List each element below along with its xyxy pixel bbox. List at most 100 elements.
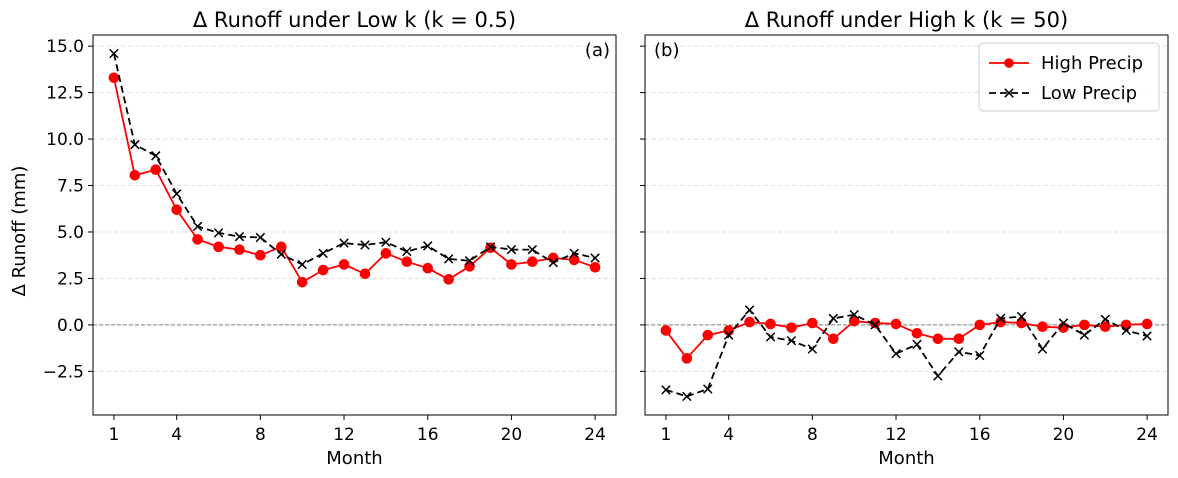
data-point-low-precip <box>1121 325 1131 336</box>
data-point-high-precip <box>401 256 413 267</box>
data-point-high-precip <box>317 264 329 276</box>
data-point-high-precip <box>150 164 162 176</box>
data-point-high-precip <box>422 262 434 274</box>
data-point-high-precip <box>234 244 245 255</box>
data-point-low-precip <box>828 313 839 324</box>
axes-frame <box>644 34 1169 416</box>
x-axis-label: Month <box>878 448 934 469</box>
x-tick-label: 4 <box>723 425 734 445</box>
data-point-high-precip <box>848 315 860 327</box>
data-point-high-precip <box>974 319 986 331</box>
data-point-low-precip <box>422 241 433 251</box>
x-tick-label: 24 <box>584 425 606 445</box>
data-point-high-precip <box>380 248 392 259</box>
x-tick-label: 16 <box>417 425 439 445</box>
data-point-high-precip <box>765 318 776 330</box>
data-point-low-precip <box>744 305 755 315</box>
data-point-low-precip <box>443 254 454 264</box>
data-point-low-precip <box>171 189 182 199</box>
data-point-high-precip <box>911 327 923 339</box>
data-point-low-precip <box>297 259 307 270</box>
data-point-high-precip <box>171 204 182 215</box>
data-point-high-precip <box>681 353 693 364</box>
data-point-high-precip <box>129 169 141 181</box>
series-line-high-precip <box>665 320 1148 360</box>
data-point-low-precip <box>255 232 266 243</box>
data-point-low-precip <box>548 257 558 268</box>
data-point-low-precip <box>318 248 328 259</box>
data-point-low-precip <box>130 139 140 150</box>
y-tick-label: 5.0 <box>57 223 84 243</box>
data-point-low-precip <box>1016 311 1027 322</box>
x-tick-label: 4 <box>171 425 182 445</box>
data-point-low-precip <box>527 244 538 255</box>
panel-label: (b) <box>654 40 679 61</box>
data-point-low-precip <box>1142 331 1152 341</box>
data-point-low-precip <box>786 335 797 346</box>
data-point-low-precip <box>870 320 880 330</box>
data-point-low-precip <box>485 242 496 252</box>
x-tick-label: 8 <box>255 425 266 445</box>
data-point-high-precip <box>1079 319 1090 331</box>
y-tick-label: 0.0 <box>57 316 84 336</box>
data-point-low-precip <box>849 309 859 320</box>
data-point-high-precip <box>744 316 755 328</box>
data-point-high-precip <box>827 333 839 345</box>
data-point-low-precip <box>151 151 161 161</box>
chart-title: Δ Runoff under Low k (k = 0.5) <box>193 8 516 32</box>
data-point-low-precip <box>1079 330 1090 340</box>
x-tick-label: 8 <box>807 425 818 445</box>
data-point-high-precip <box>192 234 203 245</box>
y-tick-label: 2.5 <box>57 269 84 289</box>
data-point-high-precip <box>296 276 308 288</box>
data-point-high-precip <box>506 259 517 270</box>
data-point-low-precip <box>682 391 692 402</box>
data-point-low-precip <box>234 231 245 242</box>
legend-label: Low Precip <box>1041 83 1137 104</box>
chart-title: Δ Runoff under High k (k = 50) <box>745 8 1068 32</box>
legend-box <box>978 42 1160 112</box>
y-tick-label: 12.5 <box>46 84 84 104</box>
data-point-high-precip <box>1141 318 1153 330</box>
data-point-low-precip <box>912 339 922 350</box>
data-point-high-precip <box>527 256 538 267</box>
y-tick-label: 15.0 <box>46 37 84 57</box>
data-point-low-precip <box>1037 344 1048 354</box>
panel-a: 1 4 8 12 16 20 24 −2.5 0.0 2.5 5.0 7.5 10.0 12.5 15.0 Δ… <box>43 8 617 469</box>
x-tick-label: 20 <box>1053 425 1075 445</box>
data-point-low-precip <box>703 384 713 394</box>
data-point-high-precip <box>338 259 350 270</box>
data-point-high-precip <box>932 333 944 345</box>
series-line-low-precip <box>113 53 596 266</box>
data-point-low-precip <box>1058 318 1069 328</box>
data-point-low-precip <box>765 332 776 342</box>
y-tick-label: −2.5 <box>43 362 84 382</box>
x-tick-label: 16 <box>969 425 991 445</box>
x-tick-label: 12 <box>885 425 907 445</box>
data-point-low-precip <box>109 48 119 59</box>
legend-label: High Precip <box>1041 53 1143 74</box>
data-point-low-precip <box>360 240 370 250</box>
data-point-low-precip <box>954 347 964 357</box>
data-point-high-precip <box>359 268 371 280</box>
series-line-low-precip <box>665 309 1148 398</box>
panel-label: (a) <box>585 40 610 61</box>
data-point-low-precip <box>276 249 287 259</box>
axes-frame <box>92 34 617 416</box>
x-axis-label: Month <box>326 448 382 469</box>
legend-marker-circle <box>1004 58 1014 68</box>
data-point-high-precip <box>702 329 714 341</box>
data-point-low-precip <box>1100 314 1110 325</box>
data-point-high-precip <box>786 322 797 333</box>
data-point-high-precip <box>464 261 475 272</box>
data-point-low-precip <box>339 238 349 248</box>
data-point-low-precip <box>723 330 734 340</box>
x-tick-label: 1 <box>661 425 672 445</box>
data-point-high-precip <box>108 72 120 84</box>
data-point-high-precip <box>568 254 580 266</box>
data-point-high-precip <box>275 241 287 253</box>
data-point-high-precip <box>213 241 224 253</box>
data-point-high-precip <box>953 333 965 345</box>
data-point-low-precip <box>807 344 818 354</box>
